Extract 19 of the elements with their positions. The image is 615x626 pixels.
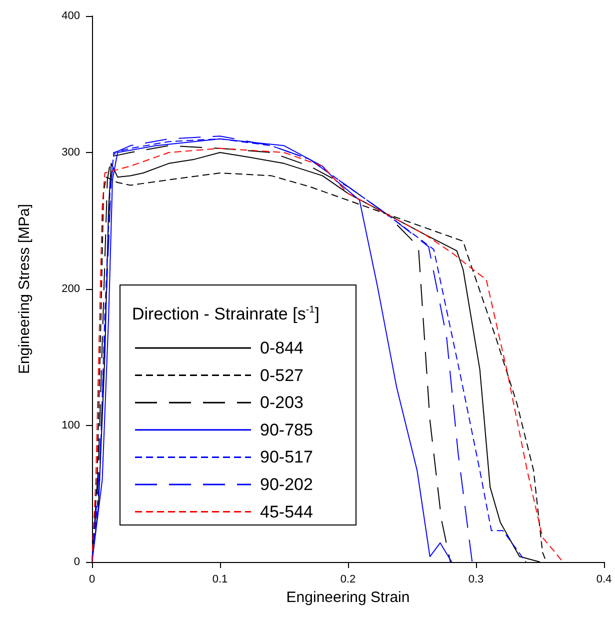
y-axis-title: Engineering Stress [MPa]	[16, 204, 33, 374]
y-tick-label: 400	[62, 10, 80, 22]
x-axis-title: Engineering Strain	[286, 588, 410, 606]
x-tick-label: 0	[88, 574, 96, 586]
y-tick-label: 100	[62, 420, 80, 432]
x-tick-label: 0.1	[212, 574, 228, 586]
x-tick-label: 0.2	[340, 574, 356, 586]
legend-label: 45-544	[260, 502, 313, 522]
x-tick-label: 0.3	[468, 574, 484, 586]
y-tick-label: 200	[62, 283, 80, 295]
legend-label: 0-203	[260, 393, 304, 412]
y-tick-label: 0	[74, 556, 80, 568]
legend-label: 0-527	[260, 366, 304, 385]
legend-label: 90-785	[260, 420, 313, 440]
x-tick-label: 0.4	[596, 574, 612, 586]
y-tick-label: 300	[62, 146, 80, 158]
legend-label: 90-202	[260, 475, 313, 494]
legend-label: 90-517	[260, 448, 313, 467]
legend-label: 0-844	[260, 338, 304, 358]
